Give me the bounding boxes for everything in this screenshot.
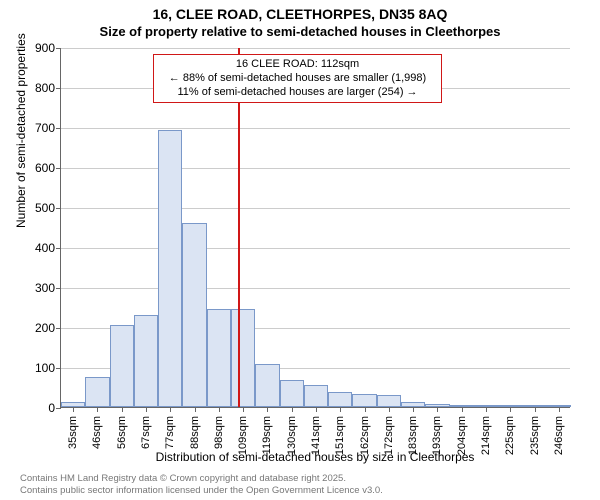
- x-tick: [292, 407, 293, 412]
- y-tick: [56, 368, 61, 369]
- footer-line2: Contains public sector information licen…: [20, 485, 383, 496]
- y-tick: [56, 408, 61, 409]
- y-tick: [56, 328, 61, 329]
- gridline: [61, 168, 570, 169]
- x-tick: [243, 407, 244, 412]
- x-tick: [73, 407, 74, 412]
- histogram-bar: [231, 309, 255, 407]
- x-tick: [97, 407, 98, 412]
- annotation-box: 16 CLEE ROAD: 112sqm ← 88% of semi-detac…: [153, 54, 442, 103]
- histogram-bar: [158, 130, 182, 407]
- x-axis-title: Distribution of semi-detached houses by …: [60, 450, 570, 464]
- y-axis-title: Number of semi-detached properties: [14, 33, 28, 228]
- x-tick: [146, 407, 147, 412]
- x-tick-label: 35sqm: [67, 416, 79, 449]
- y-tick-label: 400: [35, 241, 55, 255]
- y-tick: [56, 88, 61, 89]
- gridline: [61, 248, 570, 249]
- y-tick-label: 200: [35, 321, 55, 335]
- y-tick-label: 800: [35, 81, 55, 95]
- annotation-line3: 11% of semi-detached houses are larger (…: [160, 86, 435, 100]
- x-tick: [340, 407, 341, 412]
- histogram-bar: [85, 377, 109, 407]
- footer-attribution: Contains HM Land Registry data © Crown c…: [20, 473, 383, 496]
- x-tick-label: 67sqm: [140, 416, 152, 449]
- y-tick: [56, 168, 61, 169]
- y-tick-label: 300: [35, 281, 55, 295]
- chart-title-line2: Size of property relative to semi-detach…: [0, 24, 600, 39]
- y-tick-label: 600: [35, 161, 55, 175]
- x-tick-label: 98sqm: [213, 416, 225, 449]
- x-tick: [389, 407, 390, 412]
- x-tick-label: 56sqm: [116, 416, 128, 449]
- x-tick: [535, 407, 536, 412]
- histogram-bar: [377, 395, 401, 407]
- y-tick: [56, 128, 61, 129]
- x-tick: [122, 407, 123, 412]
- gridline: [61, 288, 570, 289]
- y-tick-label: 500: [35, 201, 55, 215]
- histogram-bar: [182, 223, 206, 407]
- histogram-bar: [134, 315, 158, 407]
- y-tick: [56, 288, 61, 289]
- histogram-bar: [304, 385, 328, 407]
- footer-line1: Contains HM Land Registry data © Crown c…: [20, 473, 383, 484]
- y-tick-label: 900: [35, 41, 55, 55]
- y-tick: [56, 248, 61, 249]
- x-tick: [462, 407, 463, 412]
- annotation-line2: ← 88% of semi-detached houses are smalle…: [160, 72, 435, 86]
- x-tick: [195, 407, 196, 412]
- x-tick: [437, 407, 438, 412]
- histogram-bar: [110, 325, 134, 407]
- x-tick-label: 46sqm: [91, 416, 103, 449]
- histogram-bar: [255, 364, 279, 407]
- x-tick: [486, 407, 487, 412]
- histogram-bar: [207, 309, 231, 407]
- gridline: [61, 48, 570, 49]
- x-tick-label: 119sqm: [261, 416, 273, 454]
- histogram-bar: [352, 394, 376, 407]
- gridline: [61, 208, 570, 209]
- histogram-bar: [328, 392, 352, 407]
- y-tick: [56, 48, 61, 49]
- gridline: [61, 128, 570, 129]
- x-tick: [316, 407, 317, 412]
- y-tick-label: 100: [35, 361, 55, 375]
- x-tick-label: 77sqm: [164, 416, 176, 449]
- histogram-bar: [280, 380, 304, 407]
- annotation-line1: 16 CLEE ROAD: 112sqm: [160, 58, 435, 72]
- y-tick-label: 0: [48, 401, 55, 415]
- y-tick-label: 700: [35, 121, 55, 135]
- x-tick: [170, 407, 171, 412]
- x-tick: [413, 407, 414, 412]
- x-tick: [559, 407, 560, 412]
- x-tick-label: 88sqm: [189, 416, 201, 449]
- x-tick: [267, 407, 268, 412]
- plot-area: 010020030040050060070080090035sqm46sqm56…: [60, 48, 570, 408]
- chart-title-line1: 16, CLEE ROAD, CLEETHORPES, DN35 8AQ: [0, 6, 600, 22]
- x-tick: [365, 407, 366, 412]
- x-tick: [219, 407, 220, 412]
- x-tick: [510, 407, 511, 412]
- y-tick: [56, 208, 61, 209]
